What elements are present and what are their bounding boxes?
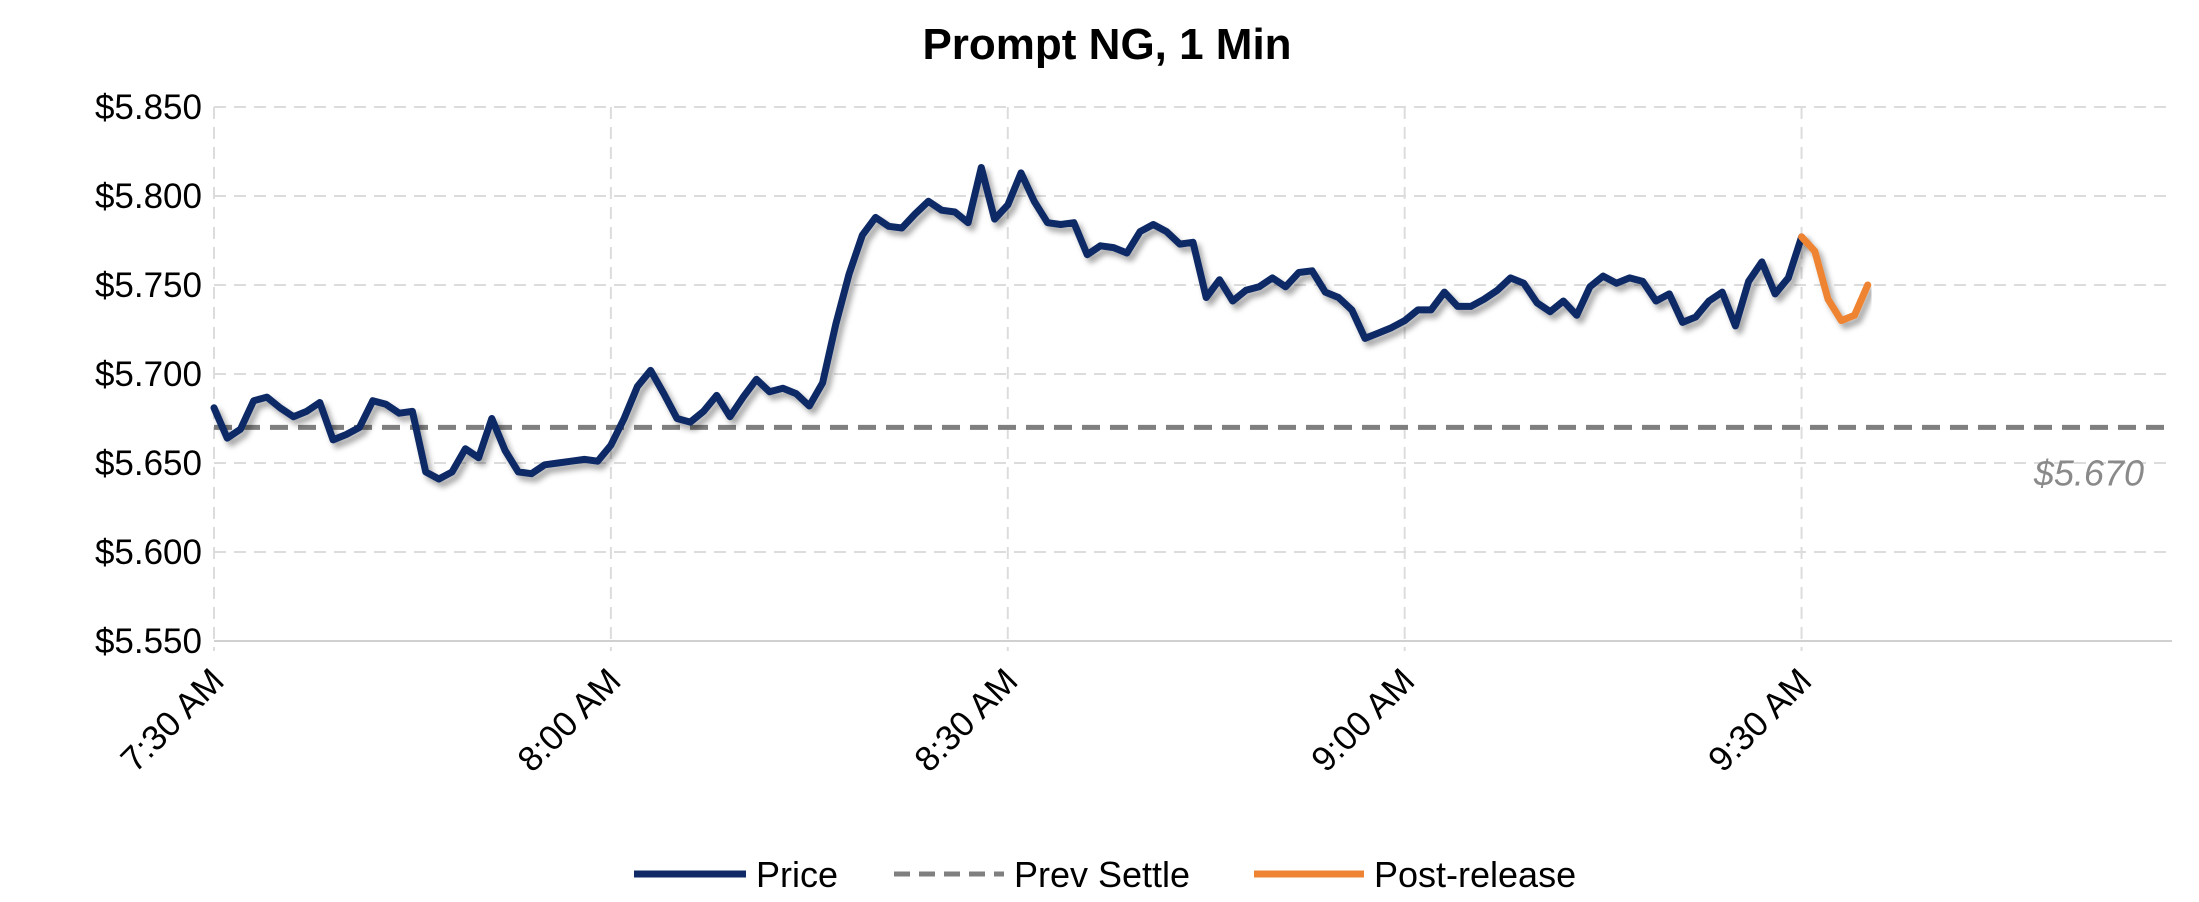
legend-post-release-label: Post-release [1374, 854, 1576, 895]
x-tick-label: 9:00 AM [1304, 661, 1422, 779]
x-tick-label: 8:30 AM [907, 661, 1025, 779]
x-tick-label: 8:00 AM [510, 661, 628, 779]
legend-price-label: Price [756, 854, 838, 895]
y-tick-label: $5.700 [95, 355, 202, 394]
y-tick-label: $5.850 [95, 88, 202, 127]
x-axis-ticks: 7:30 AM 8:00 AM 8:30 AM 9:00 AM 9:30 AM [113, 661, 1819, 779]
x-tick-label: 7:30 AM [113, 661, 231, 779]
legend-prev-settle-label: Prev Settle [1014, 854, 1190, 895]
x-tick-label: 9:30 AM [1701, 661, 1819, 779]
y-tick-label: $5.750 [95, 266, 202, 305]
post-release-series-line [1798, 233, 1872, 325]
chart-title: Prompt NG, 1 Min [922, 20, 1291, 69]
legend: Price Prev Settle Post-release [634, 854, 1576, 895]
y-axis-ticks: $5.550 $5.600 $5.650 $5.700 $5.750 $5.800 $5.8… [95, 88, 202, 661]
prev-settle-label: $5.670 [2033, 452, 2144, 493]
y-tick-label: $5.650 [95, 444, 202, 483]
gridlines [213, 106, 2172, 651]
y-tick-label: $5.800 [95, 177, 202, 216]
y-tick-label: $5.550 [95, 622, 202, 661]
price-series-line [210, 164, 1806, 483]
y-tick-label: $5.600 [95, 533, 202, 572]
